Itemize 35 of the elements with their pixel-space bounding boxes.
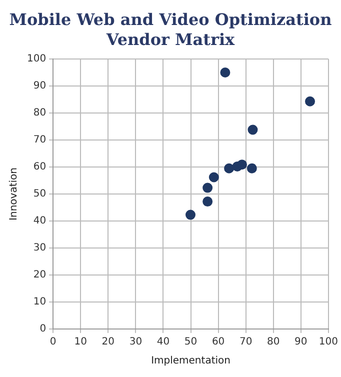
- x-tick-label: 10: [74, 336, 87, 348]
- y-tick-label: 0: [40, 324, 46, 335]
- x-tick-label: 60: [212, 336, 225, 348]
- y-tick-label: 90: [33, 80, 46, 92]
- x-tick-label: 50: [184, 336, 198, 348]
- point: [224, 163, 234, 174]
- y-tick-label: 80: [33, 108, 46, 119]
- point: [236, 160, 247, 170]
- point: [202, 182, 213, 193]
- point: [185, 210, 196, 220]
- y-tick-label: 60: [33, 162, 46, 173]
- point: [248, 124, 258, 135]
- point: [246, 163, 257, 174]
- y-tick-label: 10: [33, 296, 46, 308]
- x-tick-label: 20: [102, 336, 115, 348]
- x-tick-label: 0: [50, 336, 56, 348]
- y-tick-label: 40: [33, 216, 46, 227]
- x-tick-label: 80: [267, 336, 280, 348]
- x-axis-title: Implementation: [151, 356, 230, 367]
- point: [208, 172, 219, 182]
- y-tick-label: 100: [26, 54, 46, 65]
- x-tick-label: 40: [156, 336, 170, 348]
- chart-title: Mobile Web and Video Optimization Vendor Matrix: [8, 10, 333, 50]
- y-tick-label: 70: [33, 134, 46, 146]
- x-tick-label: 90: [294, 336, 308, 348]
- y-tick-label: 30: [33, 242, 46, 254]
- point: [305, 96, 316, 106]
- x-tick-label: 30: [129, 336, 142, 348]
- point: [202, 196, 213, 207]
- y-tick-label: 50: [33, 188, 46, 200]
- x-tick-label: 100: [318, 336, 338, 348]
- point: [220, 68, 230, 78]
- x-tick-label: 70: [239, 336, 252, 348]
- y-axis-title: Innovation: [8, 168, 20, 220]
- y-tick-label: 20: [33, 270, 46, 281]
